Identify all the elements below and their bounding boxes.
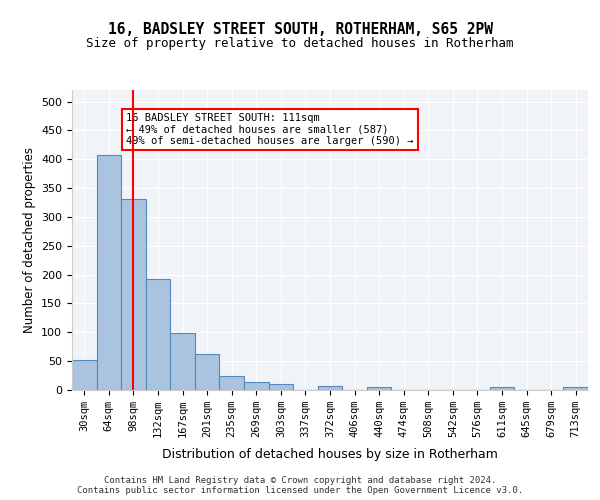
Bar <box>195 354 220 390</box>
Y-axis label: Number of detached properties: Number of detached properties <box>23 147 35 333</box>
Bar <box>244 382 269 390</box>
Bar <box>318 386 342 390</box>
Text: 16, BADSLEY STREET SOUTH, ROTHERHAM, S65 2PW: 16, BADSLEY STREET SOUTH, ROTHERHAM, S65… <box>107 22 493 38</box>
Bar <box>563 387 588 390</box>
Bar <box>269 384 293 390</box>
Bar <box>220 376 244 390</box>
Bar <box>72 360 97 390</box>
Bar <box>146 279 170 390</box>
Bar <box>121 199 146 390</box>
Bar <box>170 333 195 390</box>
Text: Contains HM Land Registry data © Crown copyright and database right 2024.
Contai: Contains HM Land Registry data © Crown c… <box>77 476 523 495</box>
Text: 16 BADSLEY STREET SOUTH: 111sqm
← 49% of detached houses are smaller (587)
49% o: 16 BADSLEY STREET SOUTH: 111sqm ← 49% of… <box>126 113 413 146</box>
Bar <box>490 387 514 390</box>
Bar <box>367 387 391 390</box>
Text: Size of property relative to detached houses in Rotherham: Size of property relative to detached ho… <box>86 38 514 51</box>
Bar <box>97 155 121 390</box>
X-axis label: Distribution of detached houses by size in Rotherham: Distribution of detached houses by size … <box>162 448 498 462</box>
